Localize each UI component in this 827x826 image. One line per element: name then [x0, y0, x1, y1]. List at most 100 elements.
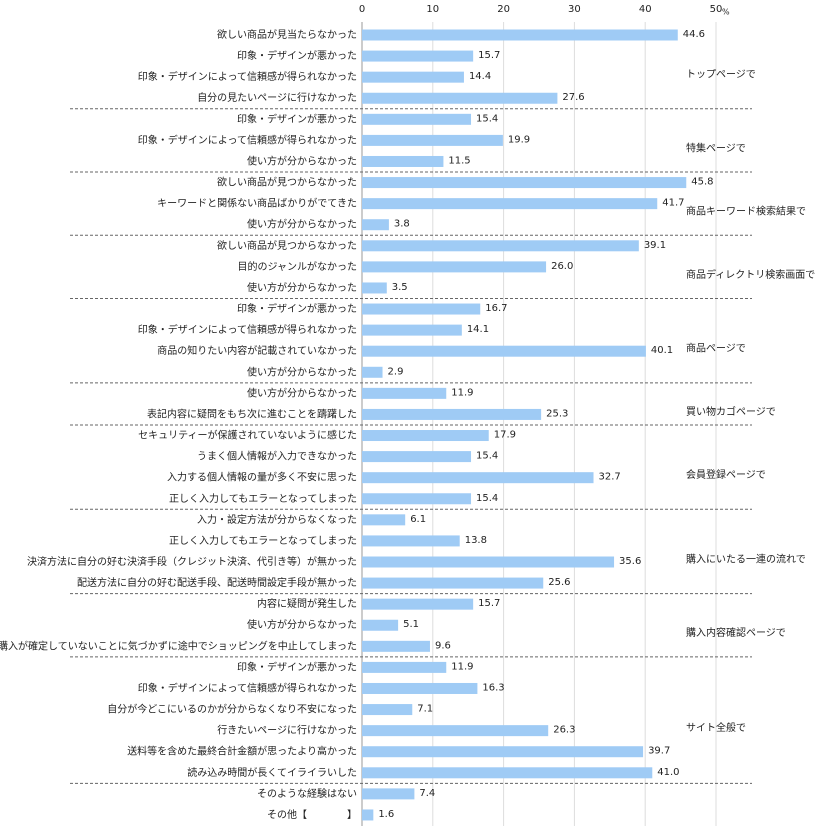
- bar: [362, 619, 399, 631]
- bar: [362, 155, 444, 167]
- bar: [362, 219, 389, 231]
- category-label: 使い方が分からなかった: [247, 281, 357, 294]
- bar: [362, 366, 383, 378]
- value-label: 44.6: [683, 29, 705, 40]
- group-label: 特集ページで: [686, 141, 746, 154]
- category-label: 内容に疑問が発生した: [257, 597, 357, 610]
- category-label: 印象・デザインによって信頼感が得られなかった: [138, 323, 357, 336]
- value-label: 27.6: [562, 92, 584, 103]
- category-label: 印象・デザインが悪かった: [237, 49, 357, 62]
- value-label: 7.1: [417, 704, 433, 715]
- category-label: 使い方が分からなかった: [247, 218, 357, 231]
- value-label: 17.9: [494, 430, 516, 441]
- value-label: 11.9: [451, 387, 473, 398]
- bar: [362, 198, 658, 210]
- category-label: 入力・設定方法が分からなくなった: [197, 513, 357, 526]
- category-label: まだ購入が確定していないことに気づかずに途中でショッピングを中止してしまった: [0, 639, 357, 652]
- category-label: 正しく入力してもエラーとなってしまった: [169, 534, 357, 547]
- value-label: 11.9: [451, 661, 473, 672]
- bar: [362, 661, 447, 673]
- value-label: 26.0: [551, 261, 573, 272]
- value-label: 41.7: [662, 198, 684, 209]
- category-label: 送料等を含めた最終合計金額が思ったより高かった: [127, 745, 357, 758]
- bar: [362, 240, 639, 252]
- bar: [362, 113, 472, 125]
- x-tick-label: 10: [426, 4, 439, 15]
- category-label: 決済方法に自分の好む決済手段（クレジット決済、代引き等）が無かった: [27, 555, 357, 568]
- x-tick-label: 0: [359, 4, 365, 15]
- category-label: 印象・デザインによって信頼感が得られなかった: [138, 681, 357, 694]
- bar: [362, 282, 387, 294]
- bar: [362, 303, 481, 315]
- value-label: 7.4: [419, 788, 435, 799]
- bar: [362, 767, 653, 779]
- category-label: キーワードと関係ない商品ばかりがでてきた: [157, 197, 357, 210]
- value-label: 3.8: [394, 219, 410, 230]
- bar: [362, 535, 460, 547]
- category-label: 印象・デザインが悪かった: [237, 302, 357, 315]
- value-label: 3.5: [392, 282, 408, 293]
- category-label: 使い方が分からなかった: [247, 618, 357, 631]
- value-label: 13.8: [465, 535, 487, 546]
- group-label: 商品キーワード検索結果で: [686, 205, 806, 218]
- value-label: 15.4: [476, 451, 498, 462]
- category-label: その他【 】: [267, 808, 357, 821]
- value-label: 9.6: [435, 640, 451, 651]
- value-label: 40.1: [651, 345, 673, 356]
- x-tick-label: 30: [568, 4, 581, 15]
- value-label: 1.6: [378, 809, 394, 820]
- bar: [362, 387, 447, 399]
- bar: [362, 177, 687, 189]
- category-label: 印象・デザインが悪かった: [237, 112, 357, 125]
- category-label: 自分が今どこにいるのかが分からなくなり不安になった: [107, 703, 357, 716]
- category-label: 欲しい商品が見つからなかった: [217, 239, 357, 252]
- value-label: 15.4: [476, 113, 498, 124]
- category-label: 自分の見たいページに行けなかった: [197, 91, 357, 104]
- value-label: 26.3: [553, 725, 575, 736]
- value-label: 32.7: [599, 472, 621, 483]
- value-label: 41.0: [657, 767, 679, 778]
- group-label: 会員登録ページで: [686, 468, 766, 481]
- category-label: 使い方が分からなかった: [247, 386, 357, 399]
- value-label: 14.4: [469, 71, 491, 82]
- x-tick-label: 50: [710, 4, 723, 15]
- value-label: 45.8: [691, 177, 713, 188]
- bar: [362, 92, 558, 104]
- x-unit: %: [722, 8, 730, 17]
- bar: [362, 598, 474, 610]
- category-label: 使い方が分からなかった: [247, 365, 357, 378]
- category-label: 入力する個人情報の量が多く不安に思った: [167, 471, 357, 484]
- bar: [362, 682, 478, 694]
- value-label: 6.1: [410, 514, 426, 525]
- category-label: 正しく入力してもエラーとなってしまった: [169, 492, 357, 505]
- category-label: 配送方法に自分の好む配送手段、配送時間設定手段が無かった: [77, 576, 357, 589]
- group-label: サイト全般で: [686, 721, 746, 734]
- bar: [362, 472, 594, 484]
- group-label: 購入にいたる一連の流れで: [686, 552, 806, 565]
- bar: [362, 324, 462, 336]
- group-label: 購入内容確認ページで: [686, 626, 786, 639]
- bar: [362, 71, 464, 83]
- value-label: 16.7: [485, 303, 507, 314]
- group-label: トップページで: [686, 69, 756, 81]
- value-label: 5.1: [403, 619, 419, 630]
- bar: [362, 29, 678, 41]
- group-label: 買い物カゴページで: [686, 405, 776, 418]
- category-label: 行きたいページに行けなかった: [217, 724, 357, 737]
- bar: [362, 50, 474, 62]
- bar: [362, 704, 413, 716]
- value-label: 35.6: [619, 556, 641, 567]
- category-label: 欲しい商品が見つからなかった: [217, 176, 357, 189]
- bar: [362, 556, 615, 568]
- value-label: 25.6: [548, 577, 570, 588]
- category-label: そのような経験はない: [257, 787, 357, 800]
- category-label: 読み込み時間が長くてイライラいした: [187, 766, 357, 779]
- bar: [362, 261, 547, 273]
- value-label: 19.9: [508, 134, 530, 145]
- category-label: 欲しい商品が見当たらなかった: [217, 28, 357, 41]
- value-label: 2.9: [388, 366, 404, 377]
- bar: [362, 788, 415, 800]
- bar: [362, 514, 406, 526]
- bar: [362, 451, 472, 463]
